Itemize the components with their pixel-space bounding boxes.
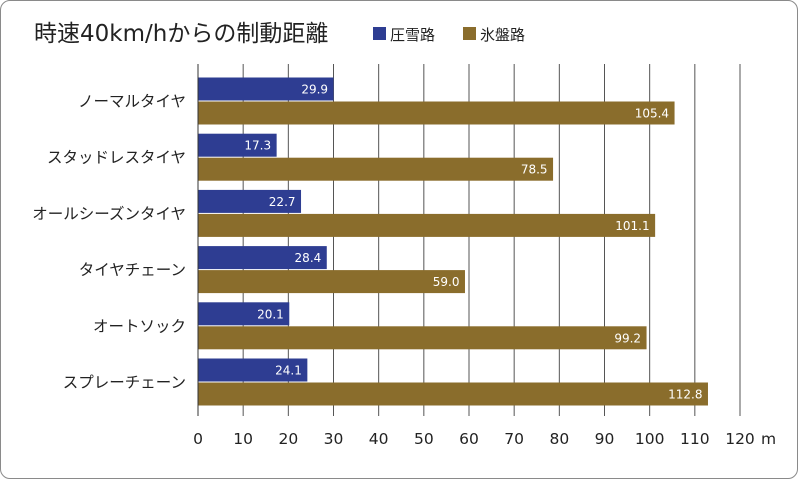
bar-ice: [198, 270, 465, 294]
data-label: 101.1: [615, 219, 649, 233]
bar-ice: [198, 382, 708, 406]
x-tick-label: 0: [193, 430, 203, 448]
legend-label-ice: 氷盤路: [480, 26, 525, 44]
legend-swatch-ice: [463, 27, 476, 40]
data-label: 99.2: [614, 331, 641, 345]
x-tick-label: 40: [369, 430, 389, 448]
x-tick-label: 50: [414, 430, 434, 448]
data-label: 105.4: [635, 107, 669, 121]
legend-label-snow: 圧雪路: [390, 26, 435, 44]
data-label: 28.4: [295, 251, 322, 265]
category-label: スプレーチェーン: [63, 374, 186, 392]
x-tick-label: 100: [635, 430, 665, 448]
chart-title: 時速40km/hからの制動距離: [34, 21, 328, 47]
x-tick-label: 120: [725, 430, 755, 448]
bar-snow: [198, 133, 277, 157]
x-tick-label: 90: [595, 430, 615, 448]
x-axis-ticks: 0 10 20 30 40 50 60 70 80 90 100 110 120: [193, 430, 755, 448]
bar-ice: [198, 326, 647, 350]
bar-snow: [198, 77, 334, 101]
data-label: 24.1: [275, 364, 302, 378]
data-label: 20.1: [257, 307, 284, 321]
bar-ice: [198, 157, 554, 181]
category-label: オールシーズンタイヤ: [32, 205, 186, 223]
data-label: 59.0: [433, 275, 460, 289]
data-label: 29.9: [301, 83, 328, 97]
bars: 29.9 105.4 17.3 78.5 22.7 101.1 28.4 59.0 20.1 99…: [198, 77, 708, 406]
bar-snow: [198, 302, 290, 326]
category-labels: ノーマルタイヤスタッドレスタイヤオールシーズンタイヤタイヤチェーンオートソックス…: [32, 93, 186, 392]
category-label: タイヤチェーン: [79, 261, 186, 279]
x-axis-unit: m: [761, 430, 776, 448]
category-label: ノーマルタイヤ: [78, 93, 186, 111]
data-label: 17.3: [244, 139, 271, 153]
bar-ice: [198, 101, 675, 125]
x-tick-label: 80: [549, 430, 569, 448]
data-label: 22.7: [269, 195, 296, 209]
bar-ice: [198, 213, 656, 237]
category-label: オートソック: [93, 317, 186, 335]
x-tick-label: 110: [680, 430, 710, 448]
x-tick-label: 30: [324, 430, 344, 448]
bar-snow: [198, 246, 327, 270]
data-label: 112.8: [668, 388, 702, 402]
category-label: スタッドレスタイヤ: [47, 149, 186, 167]
legend: 圧雪路 氷盤路: [373, 26, 525, 44]
bar-snow: [198, 358, 308, 382]
x-tick-label: 10: [233, 430, 253, 448]
x-tick-label: 70: [504, 430, 524, 448]
x-tick-label: 60: [459, 430, 479, 448]
data-label: 78.5: [521, 163, 548, 177]
bar-snow: [198, 189, 302, 213]
x-tick-label: 20: [278, 430, 298, 448]
legend-swatch-snow: [373, 27, 386, 40]
